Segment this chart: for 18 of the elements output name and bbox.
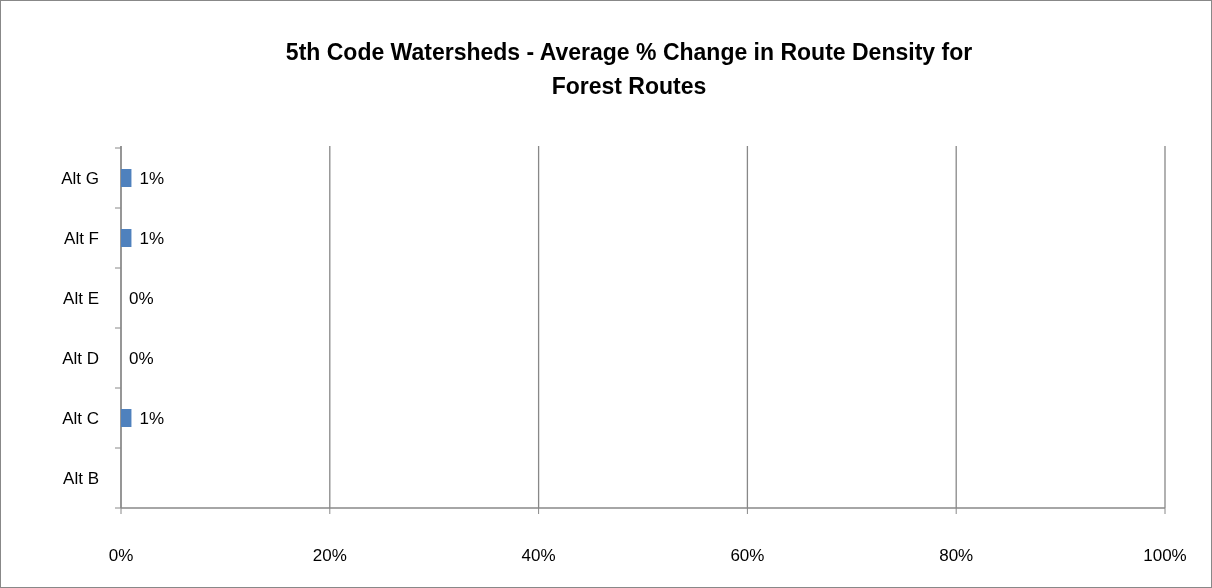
x-tick-label: 60% [730, 546, 765, 565]
y-tick-label: Alt D [62, 349, 99, 368]
chart-title: 5th Code Watersheds - Average % Change in Route Density for Forest Routes [285, 39, 973, 99]
data-label: 0% [129, 289, 154, 308]
data-label: 1% [139, 169, 165, 188]
data-label: 0% [129, 349, 154, 368]
data-label: 1% [139, 409, 165, 428]
x-tick-label: 40% [521, 546, 556, 565]
data-label: 1% [139, 229, 165, 248]
x-tick-label: 0% [108, 546, 134, 565]
x-tick-label: 80% [939, 546, 974, 565]
x-tick-label: 100% [1143, 546, 1187, 565]
y-tick-label: Alt E [63, 289, 99, 308]
y-tick-label: Alt C [62, 409, 99, 428]
y-tick-label: Alt B [63, 469, 99, 488]
x-tick-label: 20% [312, 546, 347, 565]
y-tick-label: Alt G [61, 169, 99, 188]
y-tick-label: Alt F [64, 229, 99, 248]
